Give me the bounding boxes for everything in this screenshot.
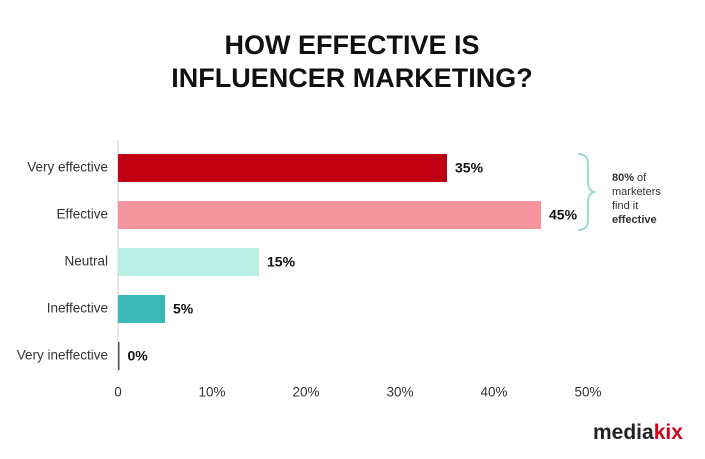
bar: [118, 248, 259, 276]
chart-title: HOW EFFECTIVE IS: [224, 30, 479, 60]
bracket: [577, 153, 597, 231]
annotation-text: of: [637, 172, 647, 184]
x-tick-label: 30%: [386, 385, 413, 400]
annotation: marketers: [612, 186, 661, 198]
value-label: 5%: [173, 301, 194, 317]
x-tick-label: 40%: [480, 385, 507, 400]
category-label: Ineffective: [47, 301, 108, 316]
x-tick-label: 50%: [574, 385, 601, 400]
annotation-emphasis: 80%: [612, 172, 634, 184]
logo: mediakix: [593, 421, 683, 444]
category-label: Neutral: [64, 254, 108, 269]
bar: [118, 295, 165, 323]
x-tick-label: 10%: [198, 385, 225, 400]
value-label: 35%: [455, 160, 484, 176]
annotation: 80% of: [612, 172, 647, 184]
category-label: Very ineffective: [17, 348, 108, 363]
value-label: 0%: [128, 348, 149, 364]
logo-part: media: [593, 421, 654, 444]
chart-title: INFLUENCER MARKETING?: [171, 63, 532, 93]
logo-part: kix: [654, 421, 684, 444]
category-label: Effective: [56, 207, 108, 222]
category-label: Very effective: [27, 160, 108, 175]
bar: [118, 201, 541, 229]
x-tick-label: 0: [114, 385, 122, 400]
value-label: 45%: [549, 207, 578, 223]
x-tick-label: 20%: [292, 385, 319, 400]
bar: [118, 342, 120, 370]
bar: [118, 154, 447, 182]
annotation: find it: [612, 200, 638, 212]
value-label: 15%: [267, 254, 296, 270]
annotation: effective: [612, 214, 657, 226]
